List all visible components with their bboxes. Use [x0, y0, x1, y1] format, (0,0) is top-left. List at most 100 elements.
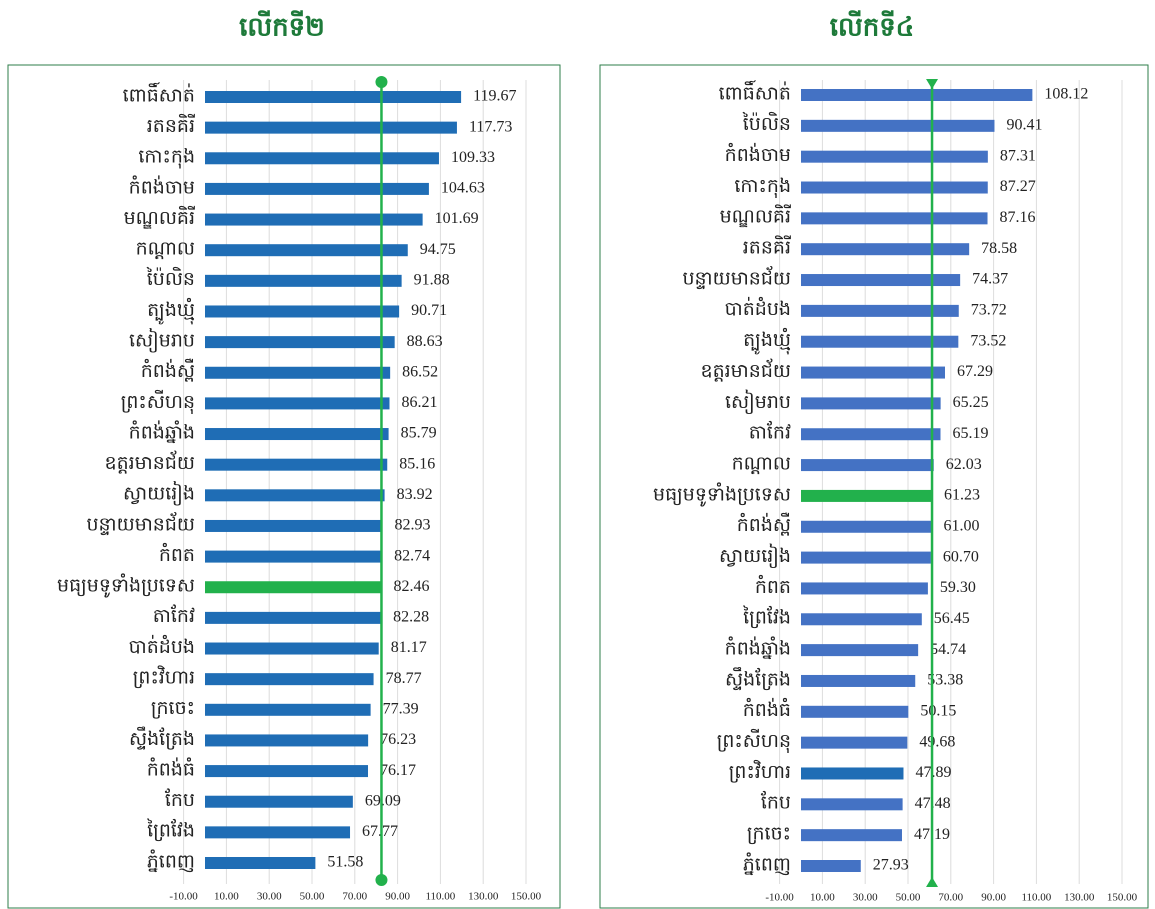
- bar: [801, 644, 919, 657]
- category-label: ភ្នំពេញ: [147, 848, 195, 872]
- average-marker: [375, 76, 388, 88]
- category-label: ព្រៃវែង: [146, 818, 195, 842]
- category-label: ប៉ៃលិន: [146, 266, 195, 290]
- category-label: កំពង់ឆ្នាំង: [725, 635, 791, 659]
- bar: [801, 181, 988, 194]
- bar: [801, 89, 1033, 101]
- category-label: កែប: [761, 791, 791, 814]
- value-label: 61.00: [944, 517, 980, 534]
- bar: [205, 611, 382, 624]
- x-tick-label: 70.00: [342, 891, 367, 903]
- value-label: 94.75: [420, 241, 456, 258]
- x-tick-label: 110.00: [425, 891, 455, 903]
- bar: [205, 152, 439, 165]
- category-label: ស្វាយរៀង: [123, 481, 195, 507]
- category-label: បាត់ដំបង: [725, 296, 791, 320]
- value-label: 56.45: [934, 610, 970, 627]
- value-label: 82.93: [394, 517, 430, 534]
- value-label: 104.63: [441, 180, 485, 197]
- value-label: 73.52: [970, 332, 1006, 349]
- bar: [205, 734, 369, 747]
- x-tick-label: 150.00: [1107, 892, 1138, 904]
- bar: [801, 119, 995, 132]
- x-tick-label: 150.00: [511, 891, 542, 903]
- average-marker: [926, 877, 939, 887]
- bar: [205, 244, 408, 257]
- bar: [801, 829, 902, 842]
- category-label: ភ្នំពេញ: [743, 851, 791, 875]
- category-label: ព្រះវិហារ: [729, 759, 791, 783]
- bar: [801, 428, 941, 441]
- value-label: 69.09: [365, 792, 401, 809]
- x-tick-label: -10.00: [169, 891, 198, 903]
- value-label: 54.74: [930, 641, 966, 658]
- value-label: 27.93: [873, 857, 909, 874]
- category-label: តាកែវ: [749, 421, 791, 444]
- bar: [801, 243, 970, 256]
- value-label: 50.15: [920, 702, 956, 719]
- bar: [205, 826, 351, 839]
- bar: [801, 335, 959, 348]
- category-label: ព្រៃវែង: [742, 605, 791, 629]
- x-tick-label: 130.00: [1064, 892, 1095, 904]
- value-label: 76.23: [380, 731, 416, 748]
- bar: [205, 550, 383, 563]
- x-tick-label: 50.00: [300, 891, 325, 903]
- category-label: សៀមរាប: [129, 327, 195, 353]
- category-label: ត្បូងឃ្មុំ: [743, 327, 791, 355]
- bar: [801, 459, 934, 472]
- bar: [801, 736, 908, 749]
- bar: [801, 304, 959, 317]
- category-label: កណ្ដាល: [136, 239, 195, 260]
- x-tick-label: 10.00: [810, 892, 835, 904]
- category-label: ព្រះសីហនុ: [717, 728, 791, 754]
- value-label: 87.16: [1000, 209, 1036, 226]
- category-label: ត្បូងឃ្មុំ: [147, 297, 195, 325]
- value-label: 86.52: [402, 363, 438, 380]
- bar: [801, 674, 916, 687]
- bar: [801, 212, 988, 225]
- value-label: 77.39: [383, 700, 419, 717]
- bar: [205, 397, 390, 410]
- category-label: កំពត: [159, 542, 195, 566]
- bar: [205, 305, 400, 318]
- bar: [205, 703, 371, 716]
- chart-title: លើកទី៤: [830, 10, 914, 43]
- category-label: ឧត្តរមានជ័យ: [105, 450, 195, 474]
- category-label: កែប: [165, 788, 195, 811]
- category-label: កំពង់ធំ: [743, 697, 791, 721]
- value-label: 101.69: [435, 210, 479, 227]
- value-label: 87.31: [1000, 147, 1036, 164]
- value-label: 65.25: [953, 394, 989, 411]
- category-label: បន្ទាយមានជ័យ: [86, 511, 195, 535]
- category-label: កំពង់ចាម: [725, 142, 791, 166]
- value-label: 88.63: [407, 333, 443, 350]
- bar: [205, 182, 429, 195]
- x-tick-label: 30.00: [257, 891, 282, 903]
- value-label: 119.67: [473, 88, 516, 105]
- chart-title: លើកទី២: [239, 10, 325, 43]
- category-label: មណ្ឌលគិរី: [124, 205, 195, 229]
- bar: [801, 520, 932, 533]
- bar: [801, 150, 988, 163]
- category-label: ស្វាយរៀង: [719, 543, 791, 569]
- value-label: 91.88: [414, 272, 450, 289]
- bar: [205, 121, 457, 134]
- value-label: 67.29: [957, 363, 993, 380]
- category-label: កំពង់ធំ: [147, 756, 195, 780]
- value-label: 62.03: [946, 456, 982, 473]
- bar: [205, 274, 402, 287]
- category-label: កោះកុង: [138, 147, 195, 170]
- category-label: កំពង់ចាម: [129, 174, 195, 198]
- value-label: 47.89: [915, 764, 951, 781]
- bar: [205, 458, 388, 471]
- x-tick-label: 70.00: [938, 892, 963, 904]
- value-label: 86.21: [401, 394, 437, 411]
- category-label: កំពត: [755, 574, 791, 598]
- bar: [801, 705, 909, 718]
- value-label: 65.19: [953, 425, 989, 442]
- bar: [801, 489, 933, 502]
- bar: [205, 213, 423, 226]
- value-label: 87.27: [1000, 178, 1036, 195]
- value-label: 90.41: [1006, 117, 1042, 134]
